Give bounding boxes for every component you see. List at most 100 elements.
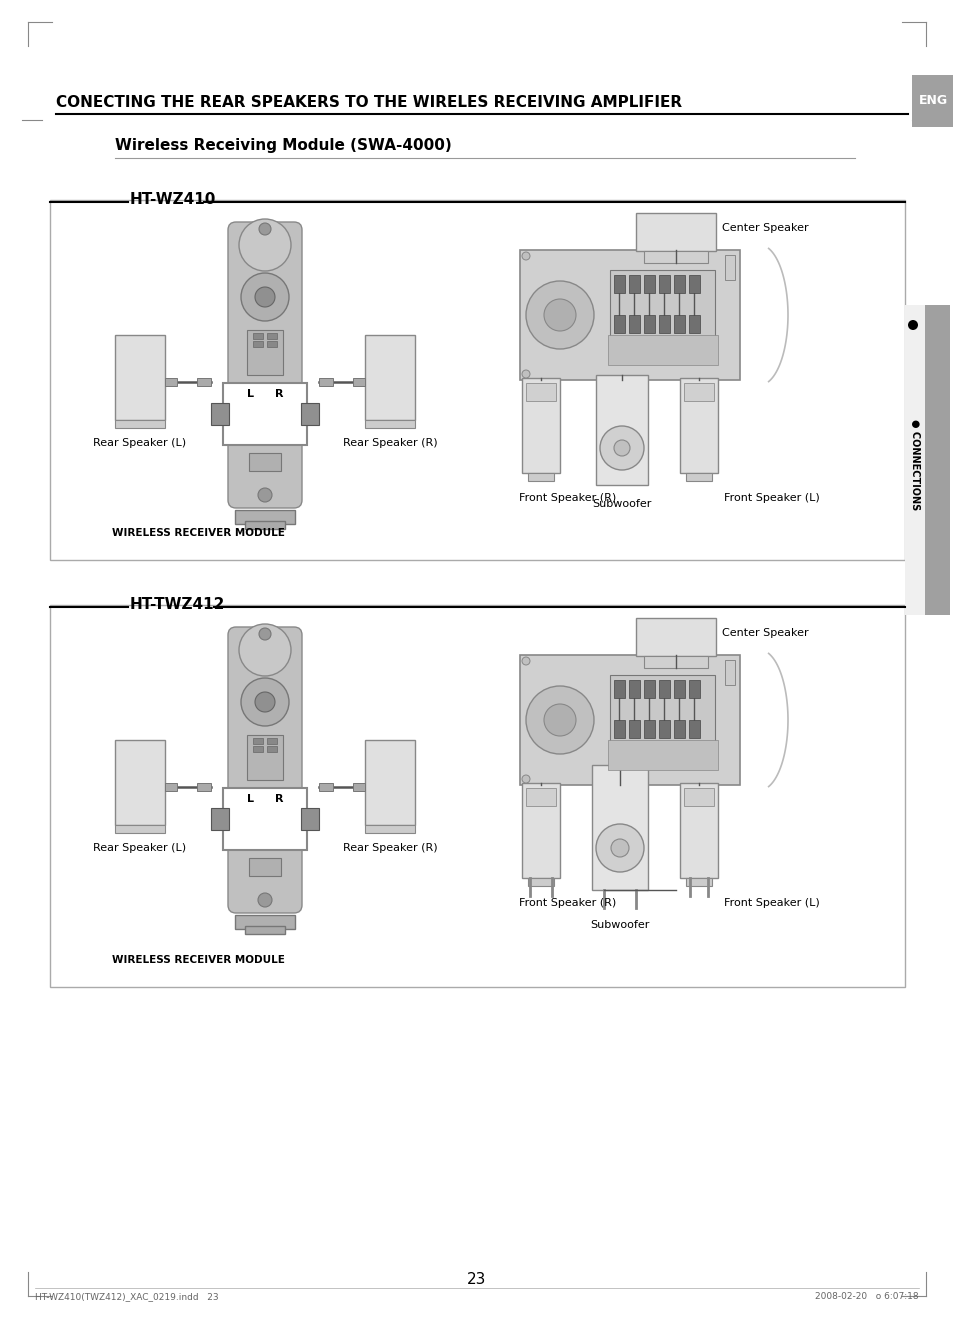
Bar: [318, 378, 333, 386]
Text: HT-WZ410: HT-WZ410: [130, 192, 216, 207]
Bar: [525, 788, 556, 807]
Text: WIRELESS RECEIVER MODULE: WIRELESS RECEIVER MODULE: [112, 956, 285, 965]
Bar: [253, 746, 263, 753]
Text: Subwoofer: Subwoofer: [590, 920, 649, 931]
Text: WIRELESS RECEIVER MODULE: WIRELESS RECEIVER MODULE: [112, 529, 285, 538]
Bar: [688, 275, 700, 293]
Text: HT-TWZ412: HT-TWZ412: [130, 597, 225, 612]
Circle shape: [241, 677, 289, 726]
Bar: [911, 75, 953, 127]
Circle shape: [525, 281, 594, 349]
Text: Rear Speaker (L): Rear Speaker (L): [93, 844, 187, 853]
Bar: [249, 453, 281, 471]
Bar: [253, 333, 263, 339]
Circle shape: [610, 840, 628, 857]
Text: Subwoofer: Subwoofer: [592, 500, 651, 509]
Bar: [683, 384, 713, 401]
Circle shape: [543, 704, 576, 735]
Bar: [643, 656, 707, 668]
Bar: [724, 660, 734, 685]
Circle shape: [258, 223, 271, 235]
Bar: [673, 315, 684, 333]
Circle shape: [241, 273, 289, 322]
Bar: [679, 378, 718, 473]
Bar: [688, 680, 700, 699]
Bar: [301, 808, 318, 830]
Text: Wireless Receiving Module (SWA-4000): Wireless Receiving Module (SWA-4000): [115, 138, 452, 153]
Bar: [659, 720, 669, 738]
Circle shape: [239, 219, 291, 272]
Bar: [527, 473, 554, 481]
Bar: [253, 341, 263, 347]
Text: Center Speaker: Center Speaker: [721, 223, 808, 233]
Text: HT-WZ410(TWZ412)_XAC_0219.indd   23: HT-WZ410(TWZ412)_XAC_0219.indd 23: [35, 1292, 218, 1301]
Bar: [519, 250, 740, 380]
Bar: [115, 825, 165, 833]
Text: R: R: [274, 793, 283, 804]
Bar: [673, 680, 684, 699]
Circle shape: [614, 440, 629, 456]
Text: Center Speaker: Center Speaker: [721, 627, 808, 638]
Bar: [50, 200, 904, 560]
Circle shape: [543, 299, 576, 331]
Text: Rear Speaker (R): Rear Speaker (R): [342, 438, 436, 448]
Bar: [659, 680, 669, 699]
Bar: [115, 420, 165, 428]
Bar: [365, 739, 415, 825]
Text: 2008-02-20   ο 6:07:18: 2008-02-20 ο 6:07:18: [815, 1292, 918, 1301]
Bar: [50, 605, 904, 987]
Bar: [267, 333, 276, 339]
Bar: [596, 376, 647, 485]
Bar: [267, 738, 276, 743]
Bar: [353, 783, 365, 791]
Bar: [253, 738, 263, 743]
Bar: [643, 315, 655, 333]
Text: L: L: [247, 793, 254, 804]
Bar: [628, 275, 639, 293]
Circle shape: [257, 894, 272, 907]
Text: CONECTING THE REAR SPEAKERS TO THE WIRELES RECEIVING AMPLIFIER: CONECTING THE REAR SPEAKERS TO THE WIREL…: [56, 95, 681, 109]
Bar: [659, 275, 669, 293]
Text: Front Speaker (L): Front Speaker (L): [723, 493, 819, 503]
Circle shape: [521, 656, 530, 666]
Circle shape: [521, 775, 530, 783]
Bar: [636, 618, 716, 656]
Bar: [924, 304, 949, 616]
Circle shape: [521, 370, 530, 378]
Text: Front Speaker (L): Front Speaker (L): [723, 898, 819, 908]
Bar: [234, 915, 294, 929]
Bar: [115, 739, 165, 825]
Bar: [679, 783, 718, 878]
Bar: [904, 304, 924, 616]
Bar: [519, 655, 740, 786]
Circle shape: [521, 252, 530, 260]
Circle shape: [525, 685, 594, 754]
Bar: [223, 788, 307, 850]
Bar: [196, 378, 211, 386]
Bar: [643, 250, 707, 264]
Bar: [247, 735, 283, 780]
Bar: [628, 720, 639, 738]
Bar: [643, 720, 655, 738]
Text: R: R: [274, 389, 283, 399]
Bar: [365, 335, 415, 420]
Bar: [614, 720, 624, 738]
Bar: [353, 378, 365, 386]
Bar: [628, 680, 639, 699]
Bar: [318, 783, 333, 791]
Text: Front Speaker (R): Front Speaker (R): [518, 493, 616, 503]
Bar: [614, 315, 624, 333]
FancyBboxPatch shape: [228, 627, 302, 913]
Bar: [607, 335, 718, 365]
Bar: [245, 927, 285, 934]
Bar: [685, 473, 711, 481]
Circle shape: [254, 692, 274, 712]
Bar: [659, 315, 669, 333]
Text: Rear Speaker (R): Rear Speaker (R): [342, 844, 436, 853]
Circle shape: [907, 320, 917, 330]
Bar: [643, 680, 655, 699]
Bar: [115, 335, 165, 420]
Bar: [223, 384, 307, 445]
Bar: [521, 783, 559, 878]
Bar: [245, 521, 285, 529]
